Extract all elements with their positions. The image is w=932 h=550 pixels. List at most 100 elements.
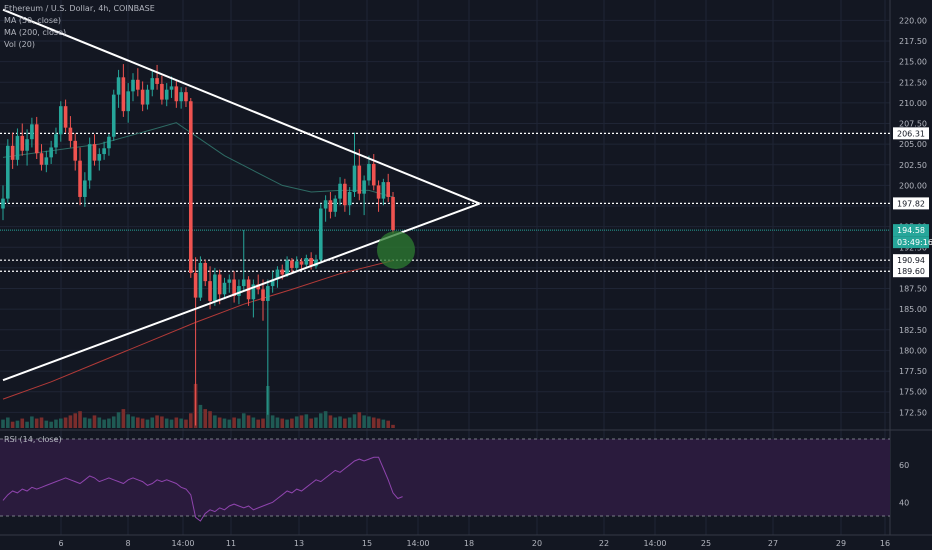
candle-body (107, 136, 111, 149)
candle-body (179, 92, 183, 102)
candle-body (386, 182, 390, 197)
volume-bar (179, 418, 183, 428)
volume-bar (222, 418, 227, 428)
volume-bar (160, 416, 164, 428)
candle-body (155, 78, 159, 84)
candle-body (222, 282, 227, 295)
volume-bar (126, 414, 130, 428)
candle-body (25, 139, 29, 151)
candle-body (280, 269, 285, 275)
volume-bar (213, 415, 217, 428)
candle-body (270, 279, 275, 287)
candle-body (304, 258, 309, 265)
time-tick-label: 22 (599, 539, 609, 548)
level-tag-0-text: 206.31 (897, 129, 925, 138)
volume-bar (145, 419, 150, 428)
indicator-ma200[interactable]: MA (200, close) (4, 28, 67, 37)
price-tick-label: 220.00 (899, 16, 927, 25)
candle-body (169, 86, 174, 90)
highlight-circle (377, 231, 415, 269)
volume-bar (232, 417, 236, 428)
rsi-label[interactable]: RSI (14, close) (4, 435, 62, 444)
time-tick-label: 15 (362, 539, 372, 548)
volume-bar (251, 417, 256, 428)
candle-body (136, 79, 140, 90)
candle-body (188, 101, 193, 273)
indicator-ma50[interactable]: MA (50, close) (4, 16, 62, 25)
candle-body (318, 208, 323, 260)
volume-bar (116, 412, 121, 428)
volume-bar (294, 416, 299, 428)
time-axis[interactable]: 6 8 14:00 11 13 15 14:00 18 20 22 14:00 25 27 29 16 (58, 539, 890, 548)
candle-body (352, 165, 357, 193)
price-tick-label: 205.00 (899, 140, 927, 149)
price-tick-label: 200.00 (899, 181, 927, 190)
candle-body (338, 183, 342, 199)
candle-body (285, 260, 289, 275)
volume-bar (386, 420, 390, 428)
level-tag-3-text: 189.60 (897, 267, 925, 276)
volume-bar (333, 417, 338, 428)
volume-bar (78, 411, 82, 428)
candle-body (121, 77, 126, 112)
candle-body (309, 258, 313, 267)
candle-body (237, 286, 241, 296)
volume-bar (107, 418, 111, 428)
current-price-tag-text: 194.58 (897, 226, 925, 235)
time-tick-label: 13 (294, 539, 304, 548)
volume-bar (299, 415, 304, 428)
volume-bar (188, 413, 193, 428)
candle-body (203, 262, 208, 282)
volume-bar (15, 420, 20, 428)
volume-bar (73, 413, 78, 428)
volume-bar (304, 414, 309, 428)
time-tick-label: 27 (768, 539, 778, 548)
candle-body (164, 89, 169, 100)
time-tick-label: 11 (226, 539, 236, 548)
volume-bar (290, 418, 294, 428)
volume-bar (246, 415, 251, 428)
time-tick-label: 6 (58, 539, 63, 548)
price-tick-label: 207.50 (899, 120, 927, 129)
volume-bar (256, 419, 260, 428)
candle-body (44, 157, 49, 165)
candle-body (116, 77, 121, 95)
volume-bar (140, 418, 145, 428)
candle-body (58, 106, 63, 135)
price-tick-label: 202.50 (899, 161, 927, 170)
candle-body (78, 160, 82, 197)
volume-bar (49, 421, 53, 428)
volume-bar (217, 417, 222, 428)
volume-bar (275, 417, 280, 428)
volume-bar (83, 417, 87, 428)
volume-bar (198, 404, 203, 428)
candle-body (126, 91, 130, 112)
indicator-volume[interactable]: Vol (20) (4, 40, 35, 49)
price-tick-label: 180.00 (899, 346, 927, 355)
volume-bar (285, 419, 289, 428)
volume-bar (92, 415, 97, 428)
volume-bar (367, 416, 371, 428)
candle-body (39, 153, 44, 165)
time-tick-label: 16 (880, 539, 890, 548)
candle-body (314, 259, 318, 267)
volume-bar (44, 420, 49, 428)
countdown-tag-text: 03:49:16 (897, 238, 932, 247)
candle-body (241, 279, 246, 287)
candle-body (87, 144, 92, 181)
volume-bar (352, 414, 357, 428)
price-tags: 206.31 197.82 190.94 189.60 194.58 03:49:16 (893, 127, 932, 278)
volume-bar (328, 415, 333, 428)
volume-bar (347, 417, 352, 428)
price-tick-label: 217.50 (899, 37, 927, 46)
time-tick-label: 20 (532, 539, 542, 548)
horizontal-levels (0, 132, 890, 272)
rsi-band (0, 439, 890, 516)
price-tick-label: 182.50 (899, 326, 927, 335)
volume-bar (184, 419, 188, 428)
volume-bar (97, 417, 102, 428)
candle-body (261, 289, 265, 301)
volume-bar (270, 415, 275, 428)
candle-body (208, 281, 212, 301)
